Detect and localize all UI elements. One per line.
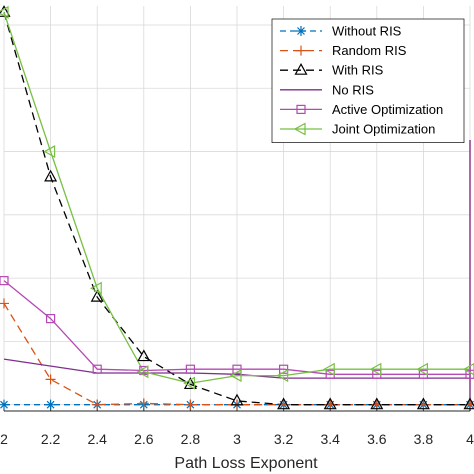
data-point-marker	[92, 399, 103, 410]
data-point-marker	[232, 364, 242, 374]
data-point-marker	[0, 298, 9, 309]
x-tick-label: 2.4	[87, 431, 107, 447]
data-point-marker	[463, 397, 474, 410]
x-tick-label: 3	[233, 431, 241, 447]
data-point-marker	[229, 369, 242, 383]
data-point-marker	[276, 369, 289, 383]
x-tick-label: 3.6	[367, 431, 387, 447]
x-tick-label: 2.2	[41, 431, 61, 447]
legend-label: Active Optimization	[332, 102, 443, 117]
data-point-marker	[90, 289, 104, 302]
x-tick-label: 3.4	[320, 431, 340, 447]
data-point-marker	[43, 145, 56, 159]
data-point-marker	[45, 399, 56, 410]
data-point-marker	[230, 393, 244, 406]
data-point-marker	[416, 362, 428, 376]
x-tick-label: 2.8	[181, 431, 201, 447]
data-point-marker	[465, 369, 474, 379]
legend-marker	[296, 45, 306, 56]
data-point-marker	[0, 399, 9, 410]
data-point-marker	[183, 377, 197, 390]
data-point-marker	[92, 364, 102, 374]
legend-entry-3: No RIS	[280, 82, 374, 97]
data-point-marker	[138, 398, 149, 409]
data-point-marker	[0, 276, 9, 286]
data-point-marker	[279, 364, 289, 374]
data-point-marker	[44, 169, 58, 182]
legend-items: Without RIS Random RIS With RIS No RIS Activ…	[280, 24, 443, 137]
legend-label: Joint Optimization	[332, 122, 435, 137]
data-point-marker	[369, 362, 382, 376]
data-point-marker	[137, 349, 151, 362]
legend: Without RIS Random RIS With RIS No RIS Activ…	[271, 18, 465, 143]
data-point-marker	[183, 376, 195, 390]
series-line-3	[3, 358, 470, 379]
data-point-marker	[185, 399, 196, 410]
x-axis-label: Path Loss Exponent	[174, 455, 318, 472]
legend-marker	[296, 104, 306, 115]
data-point-marker	[45, 314, 56, 324]
data-point-marker	[462, 363, 474, 376]
legend-marker	[294, 62, 308, 75]
data-point-marker	[322, 362, 335, 376]
data-point-marker	[185, 364, 195, 374]
legend-entry-2: With RIS	[280, 63, 384, 78]
legend-box	[271, 18, 465, 143]
x-tick-label: 2.6	[134, 431, 154, 447]
legend-label: Without RIS	[332, 24, 402, 39]
series-line-1	[3, 303, 470, 406]
grid-lines	[3, 6, 471, 411]
x-tick-label: 3.8	[414, 431, 434, 447]
series-markers	[0, 5, 474, 410]
legend-entry-0: Without RIS	[280, 24, 402, 39]
data-point-marker	[416, 397, 430, 410]
data-point-marker	[0, 5, 9, 19]
legend-label: Random RIS	[332, 43, 407, 58]
legend-marker	[293, 122, 306, 136]
x-tick-label: 2	[0, 431, 8, 447]
series-line-4	[3, 280, 470, 375]
data-point-marker	[277, 397, 291, 410]
data-point-marker	[370, 397, 384, 410]
data-point-marker	[136, 365, 149, 379]
legend-entry-5: Joint Optimization	[280, 122, 435, 137]
series-line-5	[3, 12, 470, 384]
data-point-marker	[45, 374, 56, 385]
x-tick-label: 4	[466, 431, 474, 447]
legend-label: With RIS	[332, 63, 384, 78]
data-point-marker	[323, 397, 337, 410]
x-tick-label: 3.2	[274, 431, 294, 447]
data-point-marker	[0, 5, 11, 17]
legend-entry-1: Random RIS	[280, 43, 407, 58]
data-point-marker	[89, 281, 102, 295]
x-ticks: 2 2.2 2.4 2.6 2.8 3 3.2 3.4 3.6 3.8 4	[0, 406, 474, 447]
legend-marker	[296, 26, 306, 36]
legend-label: No RIS	[332, 82, 374, 97]
legend-entry-4: Active Optimization	[280, 102, 443, 117]
